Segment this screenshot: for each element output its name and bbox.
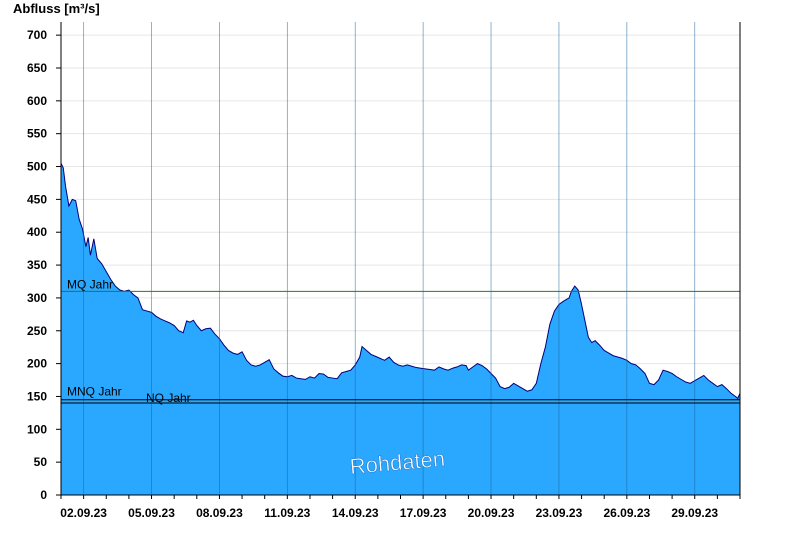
ref-label-1: MNQ Jahr [67,385,122,399]
y-tick-label: 400 [27,225,47,239]
y-tick-label: 300 [27,291,47,305]
x-tick-label: 17.09.23 [400,506,447,520]
y-tick-label: 500 [27,160,47,174]
x-tick-label: 29.09.23 [671,506,718,520]
ref-label-2: NQ Jahr [146,391,191,405]
x-tick-label: 05.09.23 [128,506,175,520]
x-tick-label: 08.09.23 [196,506,243,520]
y-tick-label: 250 [27,324,47,338]
x-tick-label: 02.09.23 [60,506,107,520]
area-layer [60,163,741,496]
y-tick-label: 550 [27,127,47,141]
y-tick-label: 350 [27,258,47,272]
reference-lines: MQ Jahr MNQ Jahr NQ Jahr [61,277,740,405]
series-line-0 [60,163,741,400]
y-axis-title: Abfluss [m³/s] [13,1,100,16]
y-ticks: 0 50 100 150 200 250 300 350 400 450 500 550 600 650 7… [27,28,61,502]
ref-label-0: MQ Jahr [67,277,113,291]
x-tick-label: 26.09.23 [603,506,650,520]
y-tick-label: 600 [27,94,47,108]
y-tick-label: 100 [27,422,47,436]
y-tick-label: 150 [27,389,47,403]
y-tick-label: 650 [27,61,47,75]
y-tick-label: 450 [27,192,47,206]
y-tick-label: 700 [27,28,47,42]
x-tick-label: 20.09.23 [468,506,515,520]
x-tick-label: 11.09.23 [264,506,310,520]
y-tick-label: 0 [40,488,47,502]
x-ticks: 02.09.23 05.09.23 08.09.23 11.09.23 14.09.23… [60,495,741,520]
y-tick-label: 50 [34,455,48,469]
y-tick-label: 200 [27,357,47,371]
x-grid-lines [83,22,696,495]
x-tick-label: 14.09.23 [332,506,379,520]
series-area-0 [61,163,740,496]
x-tick-label: 23.09.23 [536,506,583,520]
